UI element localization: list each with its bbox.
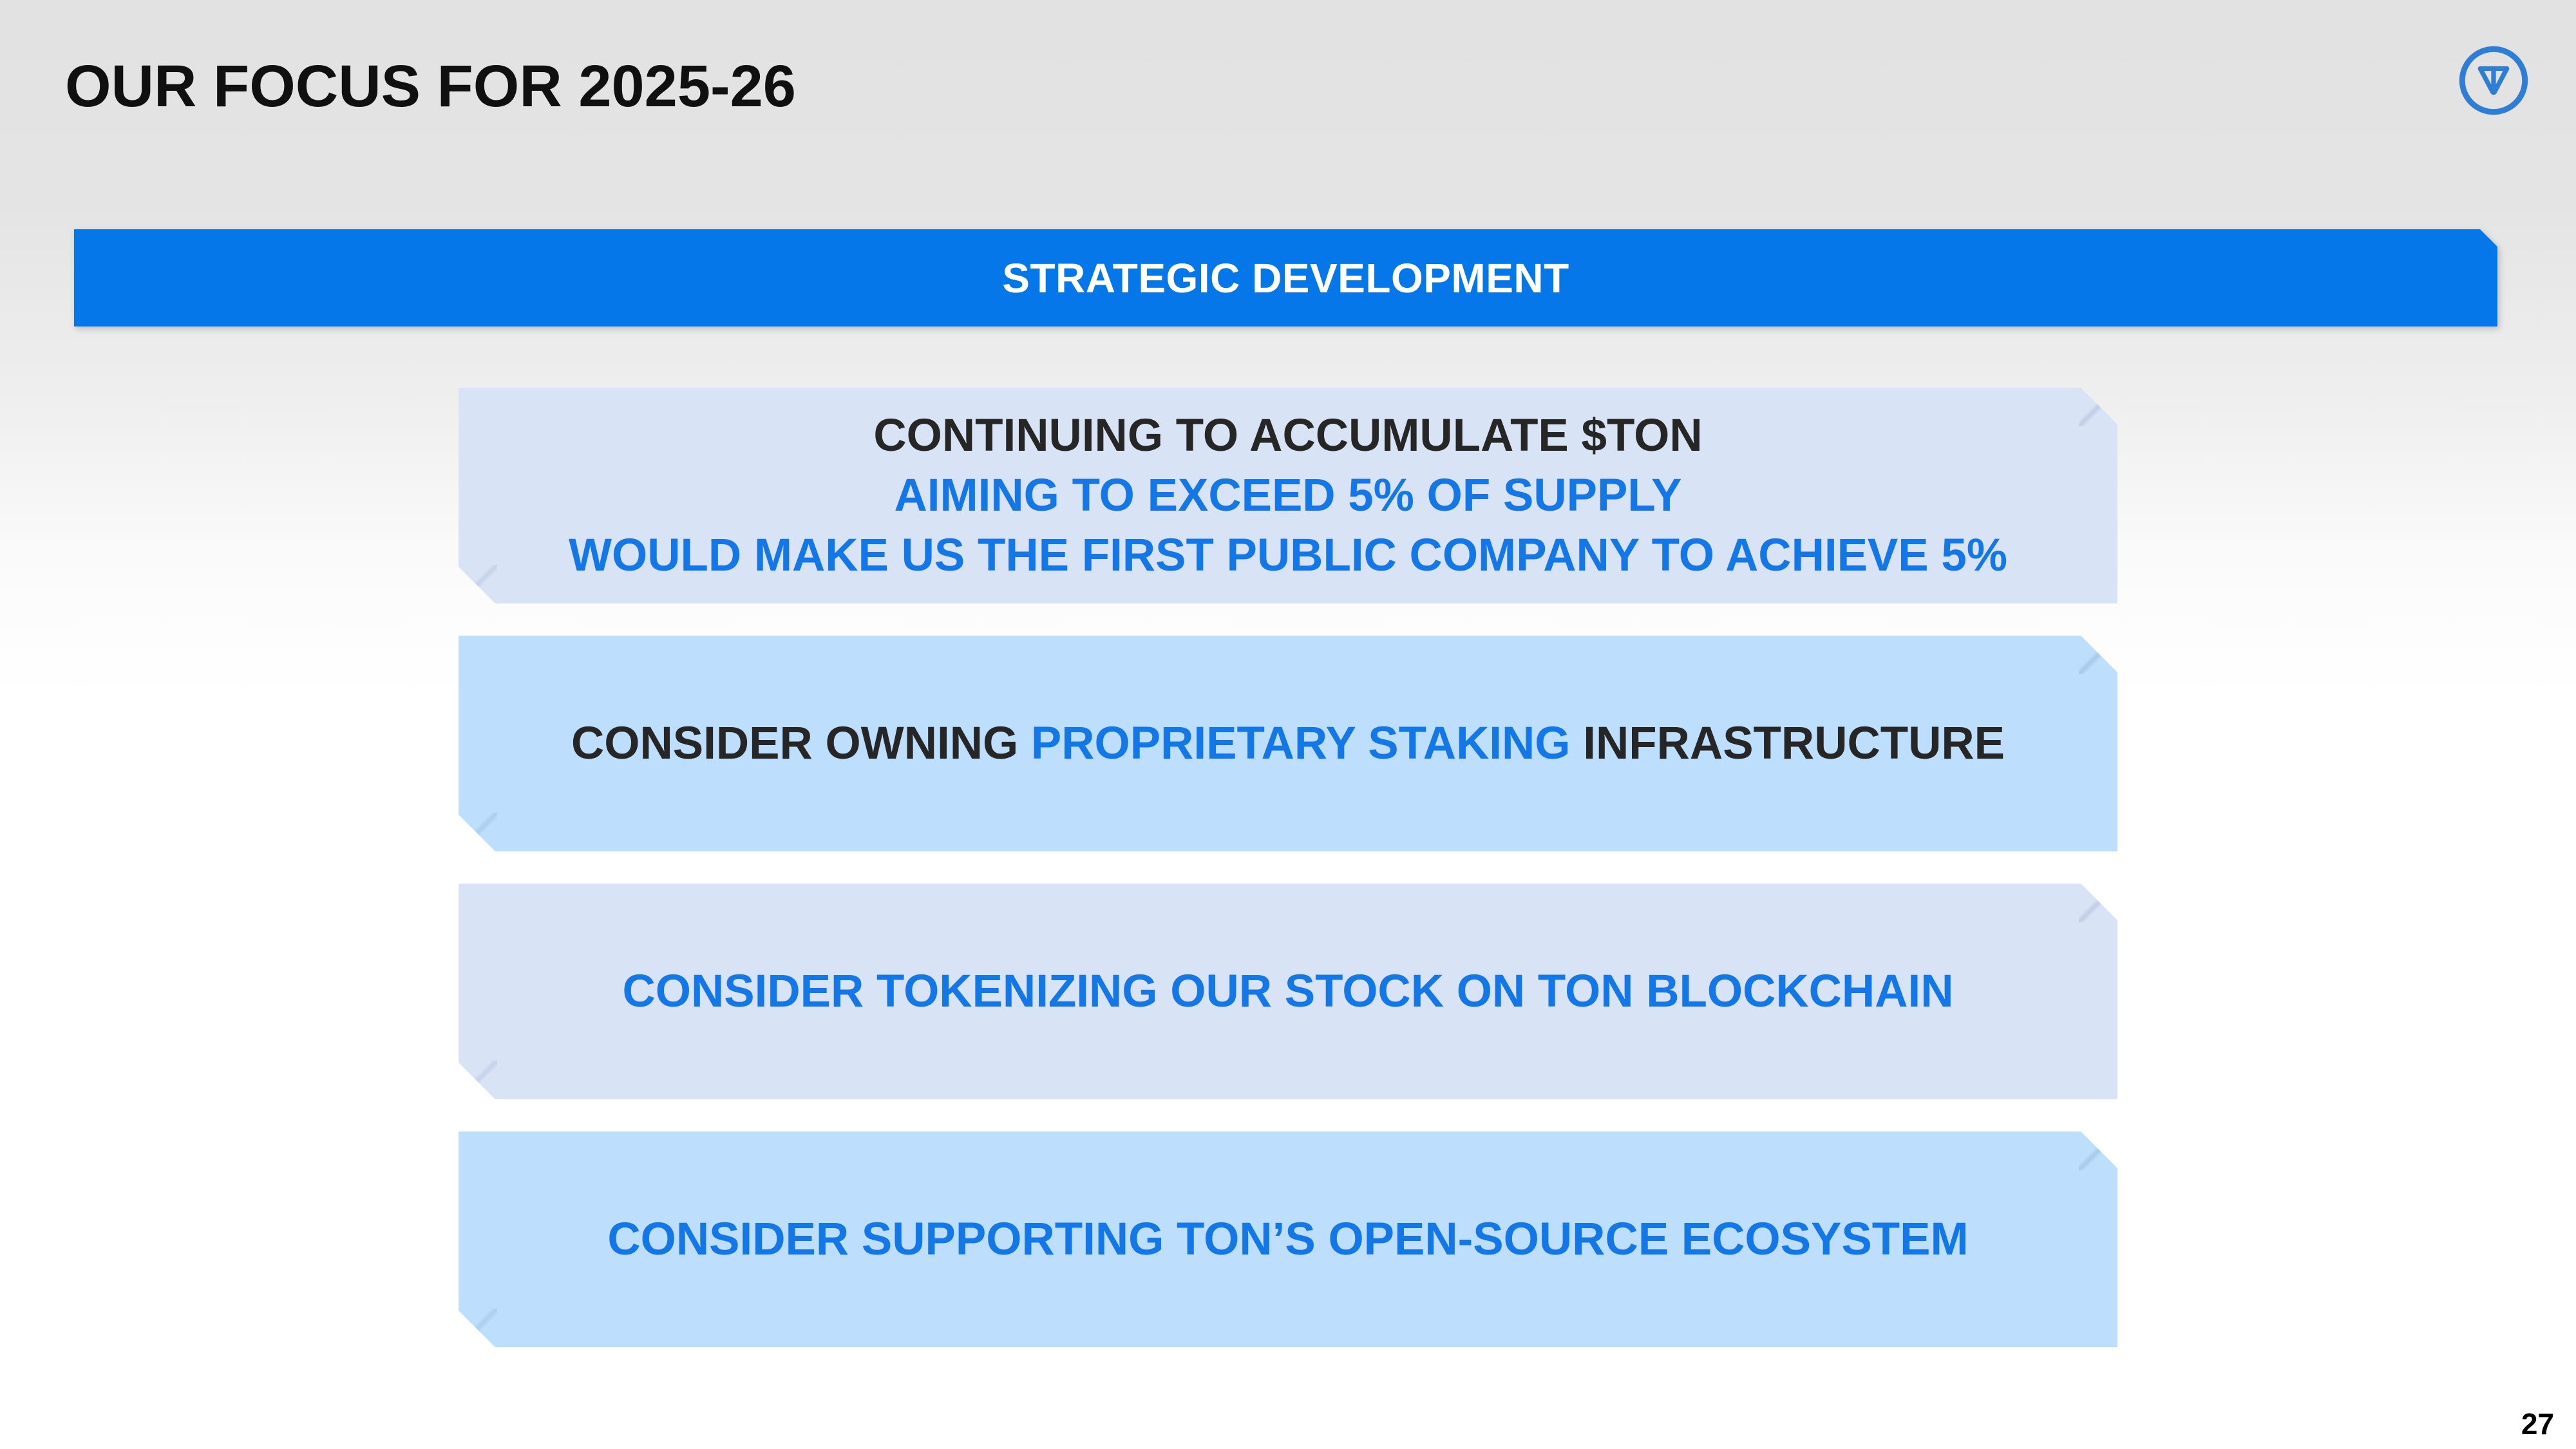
ton-logo-svg	[2459, 46, 2528, 115]
page-title: OUR FOCUS FOR 2025-26	[65, 53, 796, 119]
box-line: AIMING TO EXCEED 5% OF SUPPLY	[894, 466, 1681, 526]
strategy-box-accumulate-ton: CONTINUING TO ACCUMULATE $TON AIMING TO …	[459, 388, 2117, 603]
box-text-segment: INFRASTRUCTURE	[1570, 718, 2005, 769]
box-line: CONSIDER OWNING PROPRIETARY STAKING INFR…	[571, 714, 2005, 773]
box-line: CONTINUING TO ACCUMULATE $TON	[873, 406, 1702, 466]
strategy-box-open-source-ecosystem: CONSIDER SUPPORTING TON’S OPEN-SOURCE EC…	[459, 1132, 2117, 1347]
page-number: 27	[2521, 1407, 2554, 1441]
box-text-segment: PROPRIETARY STAKING	[1030, 718, 1571, 769]
ton-logo-icon	[2458, 44, 2530, 117]
box-text-segment: CONSIDER TOKENIZING OUR STOCK ON TON BLO…	[622, 966, 1954, 1017]
box-line: WOULD MAKE US THE FIRST PUBLIC COMPANY T…	[569, 526, 2007, 585]
box-line: CONSIDER TOKENIZING OUR STOCK ON TON BLO…	[623, 961, 1954, 1021]
box-text-segment: WOULD MAKE US THE FIRST PUBLIC COMPANY T…	[568, 530, 2007, 581]
box-text-segment: AIMING TO EXCEED 5% OF SUPPLY	[894, 470, 1682, 521]
section-header-bar: STRATEGIC DEVELOPMENT	[74, 229, 2497, 327]
box-text-segment: CONTINUING TO ACCUMULATE $TON	[873, 410, 1703, 461]
section-header-label: STRATEGIC DEVELOPMENT	[1002, 254, 1569, 301]
box-text-segment: CONSIDER SUPPORTING TON’S OPEN-SOURCE EC…	[607, 1214, 1969, 1265]
strategy-box-tokenize-stock: CONSIDER TOKENIZING OUR STOCK ON TON BLO…	[459, 884, 2117, 1099]
box-text-segment: CONSIDER OWNING	[571, 718, 1031, 769]
strategy-box-proprietary-staking: CONSIDER OWNING PROPRIETARY STAKING INFR…	[459, 636, 2117, 851]
section-header-shape: STRATEGIC DEVELOPMENT	[74, 229, 2497, 327]
box-line: CONSIDER SUPPORTING TON’S OPEN-SOURCE EC…	[607, 1209, 1968, 1269]
